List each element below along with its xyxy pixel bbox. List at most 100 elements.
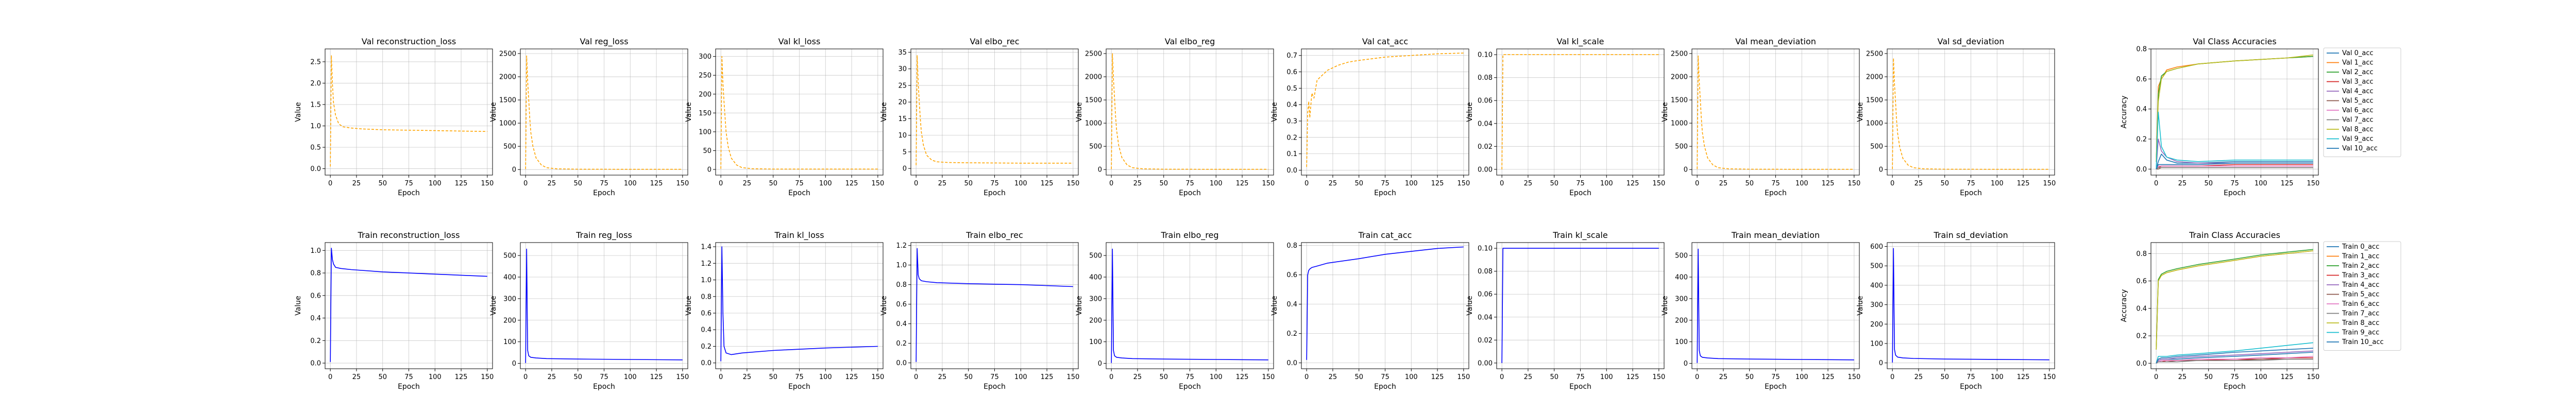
chart-panel-1: 0 25 50 75 100 125 15005001000150020002500Val … <box>489 37 689 197</box>
y-tick-label: 1500 <box>1671 97 1688 105</box>
x-tick-label: 25 <box>938 373 947 381</box>
x-tick-label: 25 <box>1524 180 1533 187</box>
series-line <box>1892 248 2049 363</box>
series-line-7 <box>2156 167 2313 169</box>
y-axis-label: Value <box>1661 102 1669 122</box>
x-axis-label: Epoch <box>2224 383 2246 391</box>
y-tick-label: 1000 <box>1671 120 1688 128</box>
series-line <box>720 246 878 362</box>
y-axis-label: Value <box>1661 296 1669 315</box>
axes-frame <box>1691 242 1860 369</box>
x-tick-label: 50 <box>964 373 973 381</box>
x-tick-label: 75 <box>1771 373 1780 381</box>
x-tick-label: 25 <box>938 180 947 187</box>
x-axis-label: Epoch <box>1765 383 1787 391</box>
x-tick-label: 25 <box>548 373 556 381</box>
series-line-10 <box>2156 162 2313 169</box>
chart-title: Val elbo_rec <box>970 37 1019 47</box>
x-tick-label: 150 <box>2043 180 2056 187</box>
x-tick-label: 25 <box>1914 373 1923 381</box>
y-tick-label: 0.2 <box>896 340 907 348</box>
chart-title: Train cat_acc <box>1358 230 1412 241</box>
y-tick-label: 0.8 <box>310 270 321 278</box>
y-tick-label: 400 <box>1089 274 1102 282</box>
y-tick-label: 500 <box>1089 143 1102 151</box>
x-tick-label: 150 <box>1457 373 1470 381</box>
y-tick-label: 1500 <box>499 97 516 105</box>
y-tick-label: 0.6 <box>896 301 907 308</box>
y-axis-label: Value <box>1466 102 1474 122</box>
x-tick-label: 50 <box>1745 180 1754 187</box>
chart-panel-15: 0 25 50 75 100 125 150 0.0 0.2 0.4 0.6 0.8 Train cat… <box>1270 230 1470 391</box>
legend-entry: Val 0_acc <box>2342 49 2374 57</box>
x-tick-label: 100 <box>624 180 637 187</box>
x-axis-label: Epoch <box>1569 189 1591 197</box>
chart-panel-18: 0 25 50 75 100 125 150 0 100 200 300 400 500 600 Train… <box>1856 230 2056 391</box>
chart-title: Train kl_loss <box>774 230 824 241</box>
y-tick-label: 400 <box>1675 274 1688 282</box>
y-tick-label: 500 <box>1870 143 1883 151</box>
x-tick-label: 125 <box>650 373 663 381</box>
x-tick-label: 0 <box>328 373 332 381</box>
y-tick-label: 400 <box>503 274 516 282</box>
y-tick-label: 0.8 <box>1286 242 1297 250</box>
chart-title: Train reg_loss <box>575 230 632 241</box>
y-tick-label: 0.2 <box>310 337 321 345</box>
x-tick-label: 0 <box>523 373 528 381</box>
y-tick-label: 500 <box>1675 143 1688 151</box>
x-tick-label: 125 <box>1236 373 1249 381</box>
y-axis-label: Value <box>1270 102 1279 122</box>
x-tick-label: 50 <box>964 180 973 187</box>
y-tick-label: 0.8 <box>2136 250 2147 258</box>
x-tick-label: 50 <box>573 373 582 381</box>
x-tick-label: 0 <box>523 180 528 187</box>
axes-frame <box>520 242 688 369</box>
x-tick-label: 0 <box>719 180 723 187</box>
x-tick-label: 0 <box>1109 373 1113 381</box>
x-tick-label: 0 <box>2154 373 2158 381</box>
x-tick-label: 125 <box>845 180 858 187</box>
x-tick-label: 100 <box>819 180 832 187</box>
series-line <box>1306 53 1464 167</box>
x-tick-label: 150 <box>481 373 494 381</box>
y-tick-label: 0.2 <box>701 343 711 351</box>
x-tick-label: 75 <box>404 373 413 381</box>
y-tick-label: 300 <box>1870 301 1883 309</box>
y-tick-label: 1.0 <box>310 123 321 130</box>
x-axis-label: Epoch <box>1179 189 1201 197</box>
x-tick-label: 25 <box>743 180 752 187</box>
y-tick-label: 2000 <box>1866 74 1883 81</box>
x-tick-label: 125 <box>1822 373 1835 381</box>
x-tick-label: 150 <box>871 373 884 381</box>
series-line <box>1111 248 1268 363</box>
x-tick-label: 75 <box>600 180 608 187</box>
y-tick-label: 1.0 <box>701 277 711 284</box>
legend-entry: Val 3_acc <box>2342 78 2374 86</box>
y-tick-label: 2000 <box>499 74 516 81</box>
y-axis-label: Value <box>1856 296 1865 315</box>
y-tick-label: 30 <box>898 65 907 73</box>
y-tick-label: 200 <box>503 317 516 324</box>
chart-title: Val Class Accuracies <box>2193 37 2276 46</box>
series-line-4 <box>2156 350 2313 364</box>
y-tick-label: 300 <box>1089 295 1102 303</box>
axes-frame <box>910 242 1079 369</box>
chart-title: Val kl_loss <box>778 37 821 47</box>
x-tick-label: 75 <box>795 373 804 381</box>
y-tick-label: 0.4 <box>310 315 321 322</box>
x-tick-label: 125 <box>2017 373 2030 381</box>
y-tick-label: 0 <box>1684 360 1688 368</box>
x-tick-label: 0 <box>1695 373 1699 381</box>
y-tick-label: 100 <box>699 128 711 136</box>
y-tick-label: 25 <box>898 82 907 90</box>
y-tick-label: 0.8 <box>2136 46 2147 54</box>
x-tick-label: 75 <box>2230 373 2239 381</box>
axes-frame <box>1496 242 1665 369</box>
x-tick-label: 125 <box>455 373 468 381</box>
y-tick-label: 10 <box>898 132 907 140</box>
x-tick-label: 50 <box>1354 180 1363 187</box>
y-tick-label: 0.8 <box>701 293 711 301</box>
series-line-2 <box>2156 249 2313 350</box>
x-tick-label: 50 <box>1354 373 1363 381</box>
y-tick-label: 1000 <box>499 120 516 128</box>
